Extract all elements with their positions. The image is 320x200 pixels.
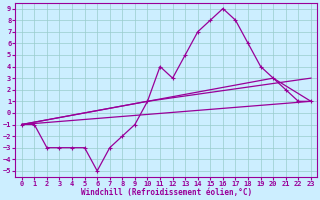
X-axis label: Windchill (Refroidissement éolien,°C): Windchill (Refroidissement éolien,°C) — [81, 188, 252, 197]
